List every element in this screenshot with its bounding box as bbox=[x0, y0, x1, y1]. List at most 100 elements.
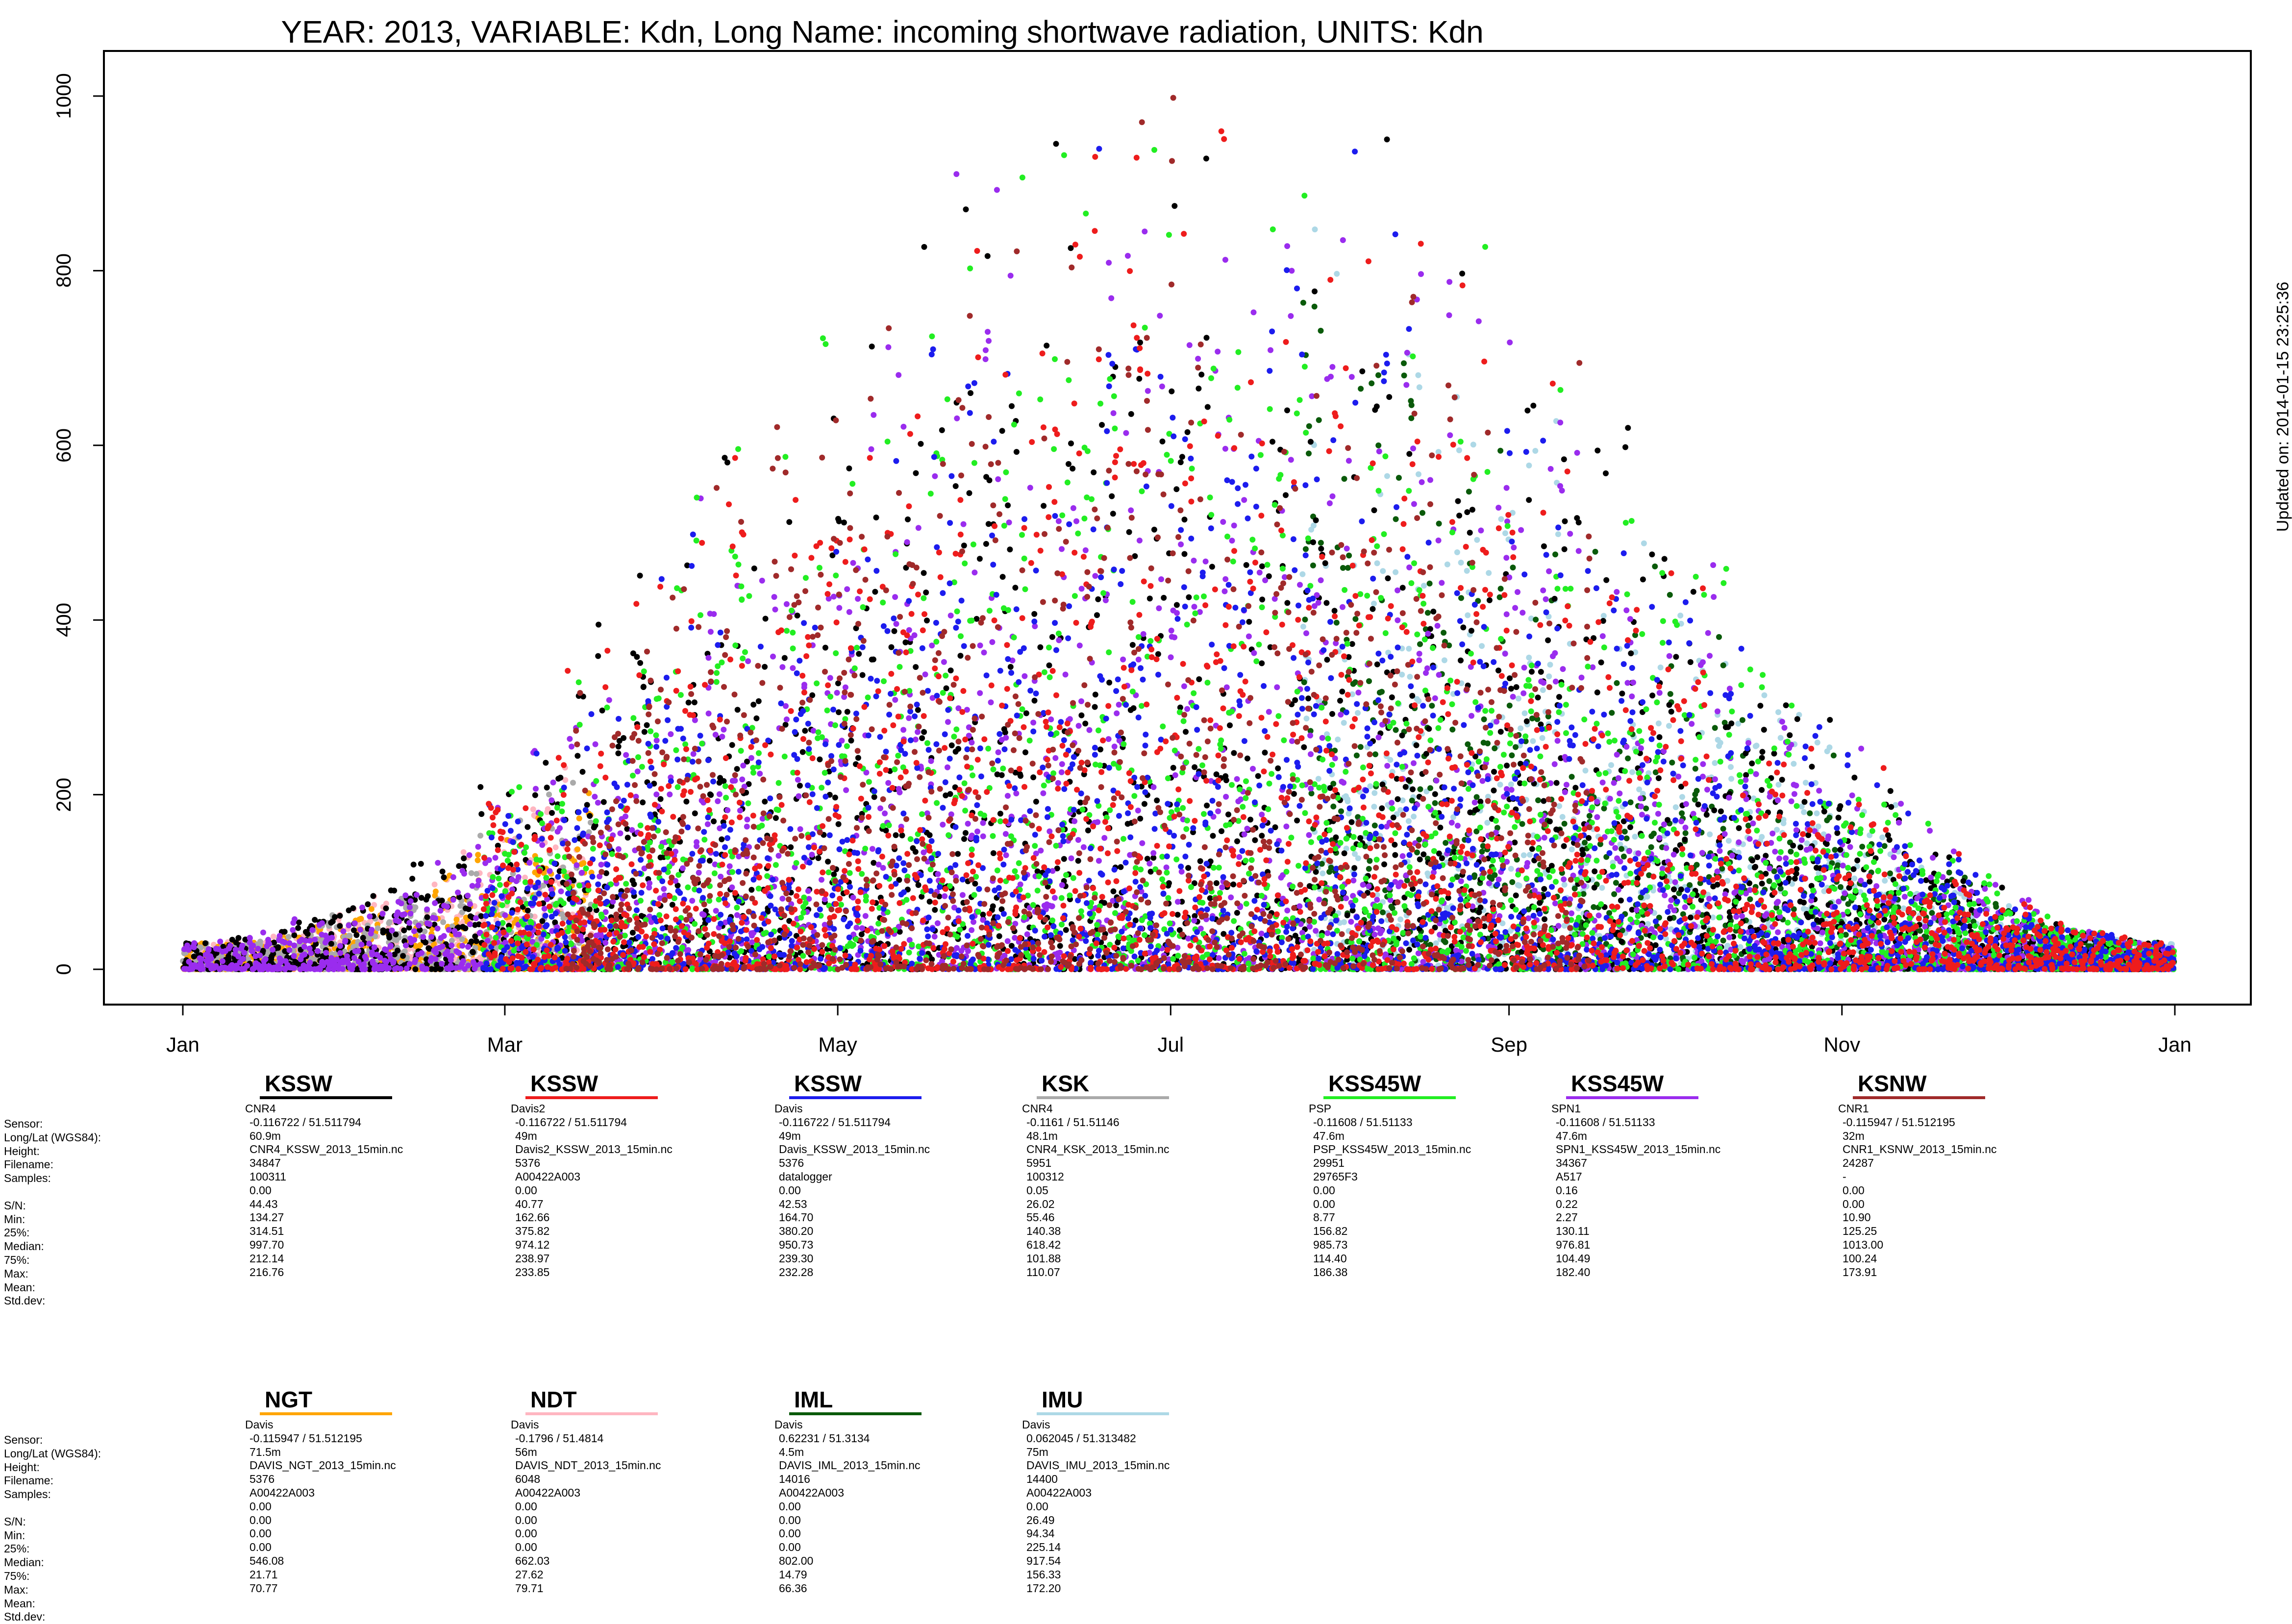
data-point bbox=[1066, 461, 1071, 467]
data-point bbox=[1094, 612, 1100, 618]
data-point bbox=[1196, 385, 1202, 392]
data-point bbox=[473, 938, 479, 944]
data-point bbox=[1458, 560, 1464, 566]
data-point bbox=[955, 851, 961, 857]
data-point bbox=[1404, 877, 1410, 884]
data-point bbox=[1608, 762, 1614, 768]
data-point bbox=[762, 798, 768, 805]
data-point bbox=[328, 940, 334, 947]
data-point bbox=[1092, 691, 1098, 698]
data-point bbox=[961, 836, 967, 842]
data-point bbox=[825, 859, 831, 865]
data-point bbox=[1416, 471, 1421, 477]
data-point bbox=[1367, 858, 1373, 864]
data-point bbox=[1771, 868, 1777, 874]
data-point bbox=[1399, 797, 1406, 804]
data-point bbox=[1141, 801, 1147, 807]
data-point bbox=[1355, 710, 1361, 716]
data-point bbox=[1345, 796, 1350, 802]
data-point bbox=[1454, 549, 1460, 555]
plot-frame bbox=[103, 50, 2252, 1006]
data-point bbox=[1022, 749, 1028, 756]
data-point bbox=[386, 935, 393, 941]
data-point bbox=[615, 750, 622, 757]
data-point bbox=[1802, 780, 1809, 786]
data-point bbox=[1323, 600, 1330, 606]
data-point bbox=[1306, 423, 1312, 429]
data-point bbox=[657, 796, 664, 802]
data-point bbox=[410, 861, 417, 868]
data-point bbox=[1519, 821, 1525, 827]
data-point bbox=[1198, 371, 1205, 378]
data-point bbox=[1203, 335, 1210, 341]
data-point bbox=[1545, 614, 1552, 620]
data-point bbox=[1815, 823, 1821, 830]
data-point bbox=[1259, 563, 1265, 569]
data-point bbox=[1450, 814, 1456, 820]
data-point bbox=[1597, 841, 1603, 847]
data-point bbox=[706, 858, 713, 864]
data-point bbox=[1826, 814, 1833, 821]
data-point bbox=[1427, 785, 1433, 791]
data-point bbox=[1324, 731, 1330, 738]
data-point bbox=[552, 844, 559, 851]
data-point bbox=[1405, 818, 1412, 824]
data-point bbox=[1002, 729, 1008, 736]
data-point bbox=[1510, 565, 1516, 571]
data-point bbox=[1030, 774, 1037, 781]
data-point bbox=[1366, 866, 1372, 872]
data-point bbox=[629, 877, 636, 884]
data-point bbox=[634, 654, 640, 660]
data-point bbox=[1328, 864, 1334, 871]
data-point bbox=[983, 541, 989, 547]
data-point bbox=[1435, 449, 1442, 455]
data-point bbox=[1826, 744, 1833, 751]
data-point bbox=[1234, 910, 1240, 916]
data-point bbox=[439, 897, 445, 904]
data-point bbox=[1526, 654, 1532, 661]
data-point bbox=[1433, 940, 1439, 946]
data-point bbox=[1075, 858, 1081, 864]
data-point bbox=[1177, 459, 1184, 466]
data-point bbox=[1013, 449, 1020, 455]
data-point bbox=[409, 876, 416, 882]
data-point bbox=[641, 729, 648, 735]
data-point bbox=[281, 929, 288, 935]
data-point bbox=[707, 791, 713, 797]
data-point bbox=[1371, 600, 1377, 607]
data-point bbox=[797, 783, 803, 789]
data-point bbox=[1513, 744, 1519, 750]
data-point bbox=[1843, 932, 1849, 938]
data-point bbox=[591, 824, 597, 831]
data-point bbox=[1617, 841, 1623, 848]
data-point bbox=[1619, 927, 1625, 934]
data-point bbox=[939, 427, 945, 433]
data-point bbox=[1411, 813, 1417, 820]
data-point bbox=[1161, 594, 1167, 601]
data-point bbox=[1291, 791, 1297, 797]
data-point bbox=[462, 925, 469, 932]
data-point bbox=[1222, 773, 1229, 779]
data-point bbox=[1424, 610, 1431, 616]
data-point bbox=[997, 811, 1003, 817]
data-point bbox=[1344, 912, 1350, 918]
data-point bbox=[1838, 884, 1844, 890]
data-point bbox=[1331, 608, 1338, 614]
data-point bbox=[1207, 895, 1213, 901]
data-point bbox=[1092, 704, 1098, 710]
data-point bbox=[913, 470, 919, 476]
data-point bbox=[1318, 545, 1324, 552]
data-point bbox=[1720, 937, 1726, 944]
data-point bbox=[1707, 831, 1713, 837]
data-point bbox=[957, 653, 964, 659]
data-point bbox=[859, 672, 866, 678]
data-point bbox=[1397, 807, 1404, 813]
data-point bbox=[1227, 722, 1233, 729]
data-point bbox=[1623, 835, 1630, 841]
data-point bbox=[1393, 727, 1399, 733]
data-point bbox=[1284, 600, 1291, 606]
data-point bbox=[1788, 848, 1794, 855]
data-point bbox=[1097, 746, 1103, 753]
data-point bbox=[1301, 679, 1307, 686]
